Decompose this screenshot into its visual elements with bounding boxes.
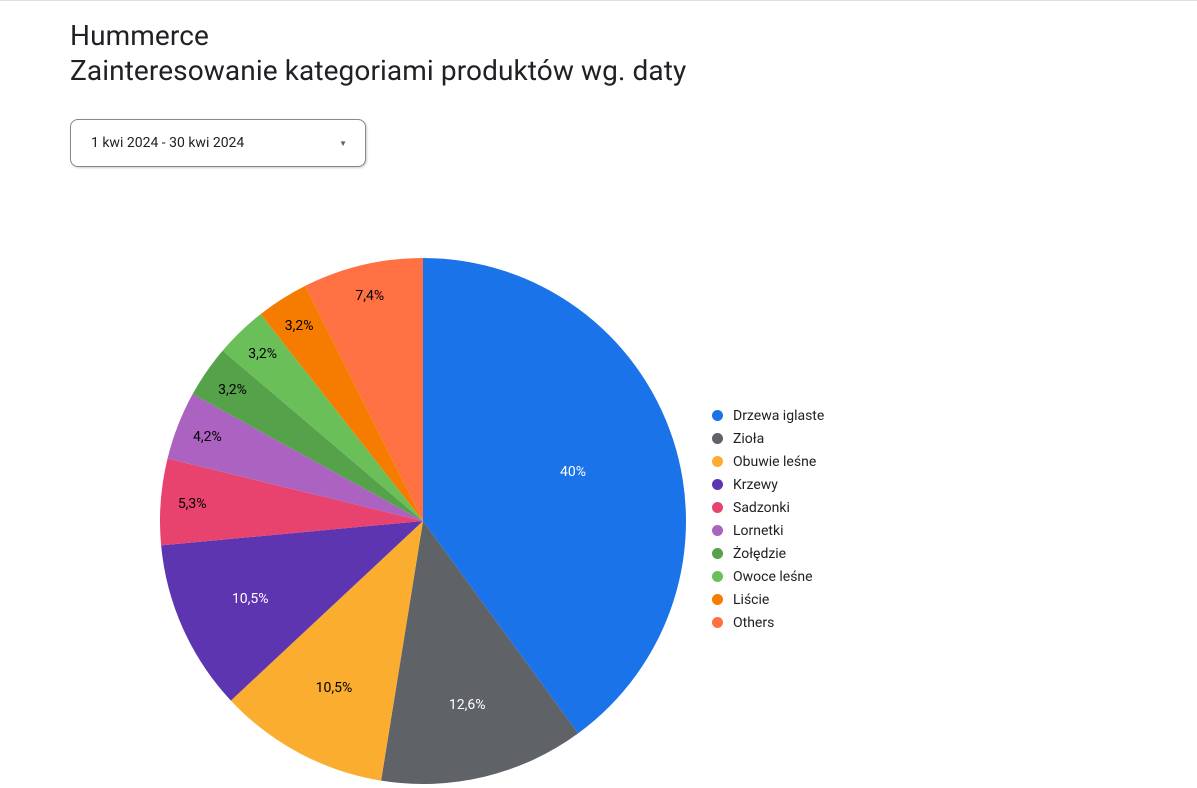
legend-swatch [712,525,723,536]
legend-label: Liście [733,592,769,608]
legend-swatch [712,594,723,605]
legend-item[interactable]: Liście [712,588,824,611]
legend-swatch [712,548,723,559]
chevron-down-icon: ▼ [339,139,347,148]
legend-item[interactable]: Sadzonki [712,496,824,519]
legend-item[interactable]: Others [712,611,824,634]
chart-legend: Drzewa iglaste Zioła Obuwie leśne Krzewy Sad… [712,404,824,634]
legend-item[interactable]: Żołędzie [712,542,824,565]
legend-label: Krzewy [733,477,778,493]
date-range-label: 1 kwi 2024 - 30 kwi 2024 [91,135,244,151]
legend-label: Zioła [733,431,764,447]
legend-item[interactable]: Lornetki [712,519,824,542]
legend-swatch [712,410,723,421]
legend-label: Drzewa iglaste [733,408,824,424]
legend-swatch [712,456,723,467]
legend-item[interactable]: Zioła [712,427,824,450]
legend-item[interactable]: Obuwie leśne [712,450,824,473]
legend-swatch [712,571,723,582]
legend-label: Lornetki [733,523,784,539]
legend-label: Żołędzie [733,546,786,562]
page-title-2: Zainteresowanie kategoriami produktów wg… [70,54,1197,87]
legend-swatch [712,433,723,444]
pie-chart: 40%12,6%10,5%10,5%5,3%4,2%3,2%3,2%3,2%7,… [160,258,686,784]
legend-label: Sadzonki [733,500,790,516]
legend-swatch [712,617,723,628]
legend-label: Obuwie leśne [733,454,816,470]
legend-swatch [712,479,723,490]
legend-label: Owoce leśne [733,569,813,585]
page-title-1: Hummerce [70,19,1197,52]
legend-item[interactable]: Owoce leśne [712,565,824,588]
legend-label: Others [733,615,774,631]
date-range-picker[interactable]: 1 kwi 2024 - 30 kwi 2024 ▼ [70,119,366,167]
legend-item[interactable]: Krzewy [712,473,824,496]
legend-item[interactable]: Drzewa iglaste [712,404,824,427]
legend-swatch [712,502,723,513]
